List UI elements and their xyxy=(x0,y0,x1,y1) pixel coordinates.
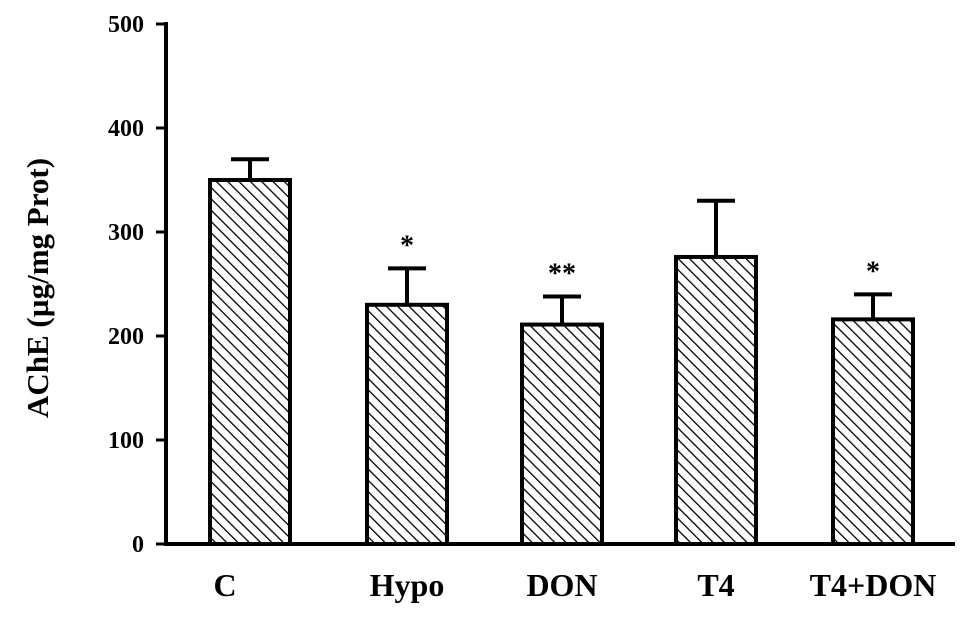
x-tick-label: T4+DON xyxy=(810,567,937,603)
y-tick-label: 500 xyxy=(108,12,144,38)
bar-t4 xyxy=(674,254,758,546)
x-tick-label: DON xyxy=(526,567,597,603)
y-tick-label: 300 xyxy=(108,220,144,246)
x-tick-label: T4 xyxy=(697,567,734,603)
bar-hypo xyxy=(365,302,449,546)
bar-don xyxy=(520,322,604,546)
labels: C * Hypo ** DON T4 * T4+DON xyxy=(213,230,936,603)
y-tick-label: 0 xyxy=(132,532,144,558)
significance-label: ** xyxy=(548,258,576,289)
y-tick-label: 200 xyxy=(108,324,144,350)
y-axis-label: AChE (µg/mg Prot) xyxy=(20,158,55,418)
y-tick-label: 100 xyxy=(108,428,144,454)
y-tick-label: 400 xyxy=(108,116,144,142)
x-tick-label: Hypo xyxy=(370,567,445,603)
significance-label: * xyxy=(866,256,880,287)
x-tick-label: C xyxy=(213,567,236,603)
axes: 0 100 200 300 400 500 xyxy=(108,12,955,558)
bar-t4-don xyxy=(831,317,915,546)
bars xyxy=(208,157,915,546)
bar-c xyxy=(208,178,292,546)
significance-label: * xyxy=(400,230,414,261)
